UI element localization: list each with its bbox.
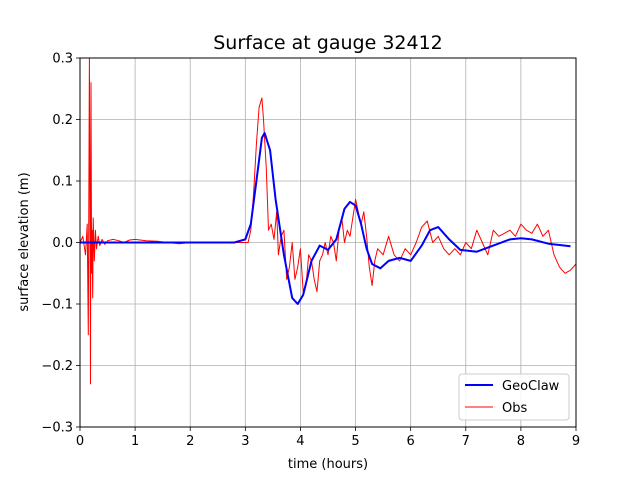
x-tick-label: 8 [517, 434, 525, 449]
series-layer [80, 58, 576, 385]
legend-label-obs: Obs [502, 401, 527, 416]
x-tick-label: 1 [131, 434, 139, 449]
series-line-geoclaw [80, 132, 571, 305]
x-tick-label: 9 [572, 434, 580, 449]
y-tick-label: −0.2 [41, 359, 73, 374]
y-tick-label: 0.0 [52, 236, 73, 251]
ticks: 0 1 2 3 4 5 6 7 8 9 −0.3 −0.2 −0.1 0.0 0.1 0.2 0.3 [41, 52, 580, 450]
x-tick-label: 4 [296, 434, 304, 449]
y-axis-label: surface elevation (m) [17, 172, 32, 311]
y-tick-label: 0.2 [52, 113, 73, 128]
y-tick-label: 0.3 [52, 52, 73, 67]
chart-title: Surface at gauge 32412 [213, 32, 443, 54]
x-tick-label: 6 [407, 434, 415, 449]
legend-label-geoclaw: GeoClaw [502, 379, 560, 394]
x-tick-label: 3 [241, 434, 249, 449]
y-tick-label: 0.1 [52, 175, 73, 190]
x-tick-label: 5 [351, 434, 359, 449]
y-tick-label: −0.1 [41, 298, 73, 313]
legend: GeoClaw Obs [458, 373, 570, 421]
x-axis-label: time (hours) [288, 457, 368, 472]
x-tick-label: 0 [76, 434, 84, 449]
x-tick-label: 7 [462, 434, 470, 449]
y-tick-label: −0.3 [41, 421, 73, 436]
x-tick-label: 2 [186, 434, 194, 449]
